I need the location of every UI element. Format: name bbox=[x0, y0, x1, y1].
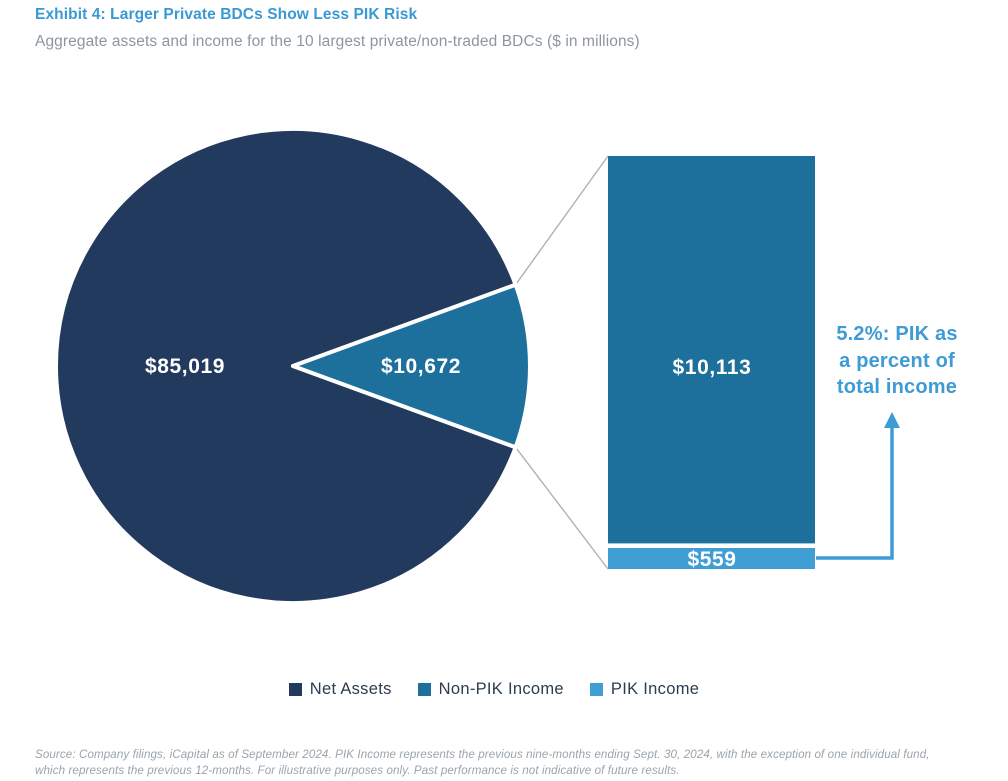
source-line-2: which represents the previous 12-months.… bbox=[35, 763, 680, 777]
source-line-1: Source: Company filings, iCapital as of … bbox=[35, 748, 930, 761]
annotation-line-1: 5.2%: PIK as bbox=[836, 323, 958, 345]
label-pik: $559 bbox=[687, 548, 736, 571]
chart-canvas: $85,019 $10,672 $10,113 $559 bbox=[53, 127, 900, 605]
label-non-pik: $10,113 bbox=[673, 356, 752, 379]
page-title: Exhibit 4: Larger Private BDCs Show Less… bbox=[35, 6, 418, 23]
page-subtitle: Aggregate assets and income for the 10 l… bbox=[35, 33, 640, 50]
connector-line-top bbox=[515, 155, 609, 286]
pie-slice-net-assets bbox=[53, 127, 518, 605]
legend-label: Net Assets bbox=[309, 680, 392, 698]
legend-swatch bbox=[589, 683, 603, 696]
annotation-arrow-head bbox=[884, 412, 900, 428]
chart-legend: Net Assets Non-PIK Income PIK Income bbox=[0, 680, 988, 699]
source-note: Source: Company filings, iCapital as of … bbox=[35, 747, 985, 778]
label-total-income: $10,672 bbox=[381, 355, 461, 378]
bar-segment-non-pik bbox=[608, 156, 815, 544]
legend-label: Non-PIK Income bbox=[438, 680, 564, 698]
pik-percent-annotation: 5.2%: PIK as a percent of total income bbox=[814, 321, 980, 401]
bar-segment-pik bbox=[608, 548, 815, 569]
legend-swatch bbox=[288, 683, 302, 696]
label-net-assets: $85,019 bbox=[145, 355, 225, 378]
annotation-arrow-line bbox=[816, 424, 894, 560]
annotation-line-2: a percent of bbox=[839, 349, 955, 372]
legend-swatch bbox=[417, 683, 431, 696]
legend-item-net-assets: Net Assets bbox=[288, 680, 392, 699]
pie-slice-total-income bbox=[291, 282, 532, 450]
legend-label: PIK Income bbox=[610, 680, 700, 698]
annotation-line-3: total income bbox=[836, 376, 958, 399]
legend-item-pik-income: PIK Income bbox=[589, 680, 700, 699]
legend-item-non-pik-income: Non-PIK Income bbox=[417, 680, 564, 699]
connector-line-bottom bbox=[515, 446, 609, 570]
